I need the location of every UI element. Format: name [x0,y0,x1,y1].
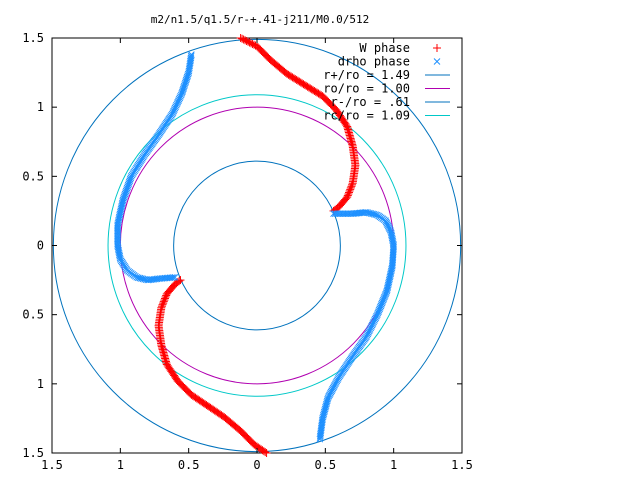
circle-r-1-09 [107,94,407,397]
drho-phase-point [344,210,352,218]
y-tick-label: 0.5 [22,169,44,183]
drho-phase-point [330,210,337,218]
drho-phase-point [341,210,349,218]
drho-phase-point [349,210,357,218]
drho-phase-point [339,210,347,218]
drho-phase-point [114,235,121,243]
drho-phase-point [114,222,121,230]
x-tick-label: 1.5 [41,458,63,472]
w-phase-point [175,277,184,286]
legend-label: r+/ro = 1.49 [323,68,410,82]
circle-r-0-61 [173,160,341,331]
chart-title: m2/n1.5/q1.5/r-+.41-j211/M0.0/512 [151,13,370,26]
legend-label: rc/ro = 1.09 [323,109,410,123]
y-tick-label: 1 [37,100,44,114]
drho-phase-point [114,227,121,235]
y-tick-label: 1.5 [22,446,44,460]
markers-layer [114,34,441,457]
drho-phase-point [114,229,121,237]
drho-phase-point [114,234,121,241]
x-tick-label: 1 [117,458,124,472]
y-tick-label: 0 [37,239,44,253]
x-tick-label: 1 [390,458,397,472]
legend-label: W phase [359,41,410,55]
y-tick-label: 0.5 [22,308,44,322]
drho-phase-point [347,210,355,218]
x-tick-label: 0.5 [178,458,200,472]
drho-phase-point [334,210,342,218]
drho-phase-point [171,273,179,281]
drho-phase-point [114,232,121,240]
drho-phase-point [170,274,177,281]
drho-phase-point [114,226,121,233]
drho-phase-point [114,224,121,232]
legend-plus-marker [433,44,441,52]
legend-label: ro/ro = 1.00 [323,82,410,96]
drho-phase-point [331,210,339,218]
drho-phase-point [342,210,350,218]
drho-phase-point [338,210,345,218]
drho-phase-point [333,210,341,218]
drho-phase-point [336,210,344,218]
drho-phase-point [114,221,121,229]
legend-label: r-/ro = .61 [331,95,410,109]
drho-phase-point [114,237,121,245]
drho-phase-point [114,230,121,238]
x-tick-label: 0.5 [314,458,336,472]
y-tick-label: 1 [37,377,44,391]
legend-cross-marker [433,58,441,65]
x-tick-label: 1.5 [451,458,473,472]
y-tick-label: 1.5 [22,31,44,45]
x-tick-label: 0 [253,458,260,472]
ticks-layer: 1.5 1 0.5 0 0.5 1 1.51.510.500.511.5 [22,31,473,472]
drho-phase-point [346,210,353,218]
legend-label: drho phase [338,55,410,69]
